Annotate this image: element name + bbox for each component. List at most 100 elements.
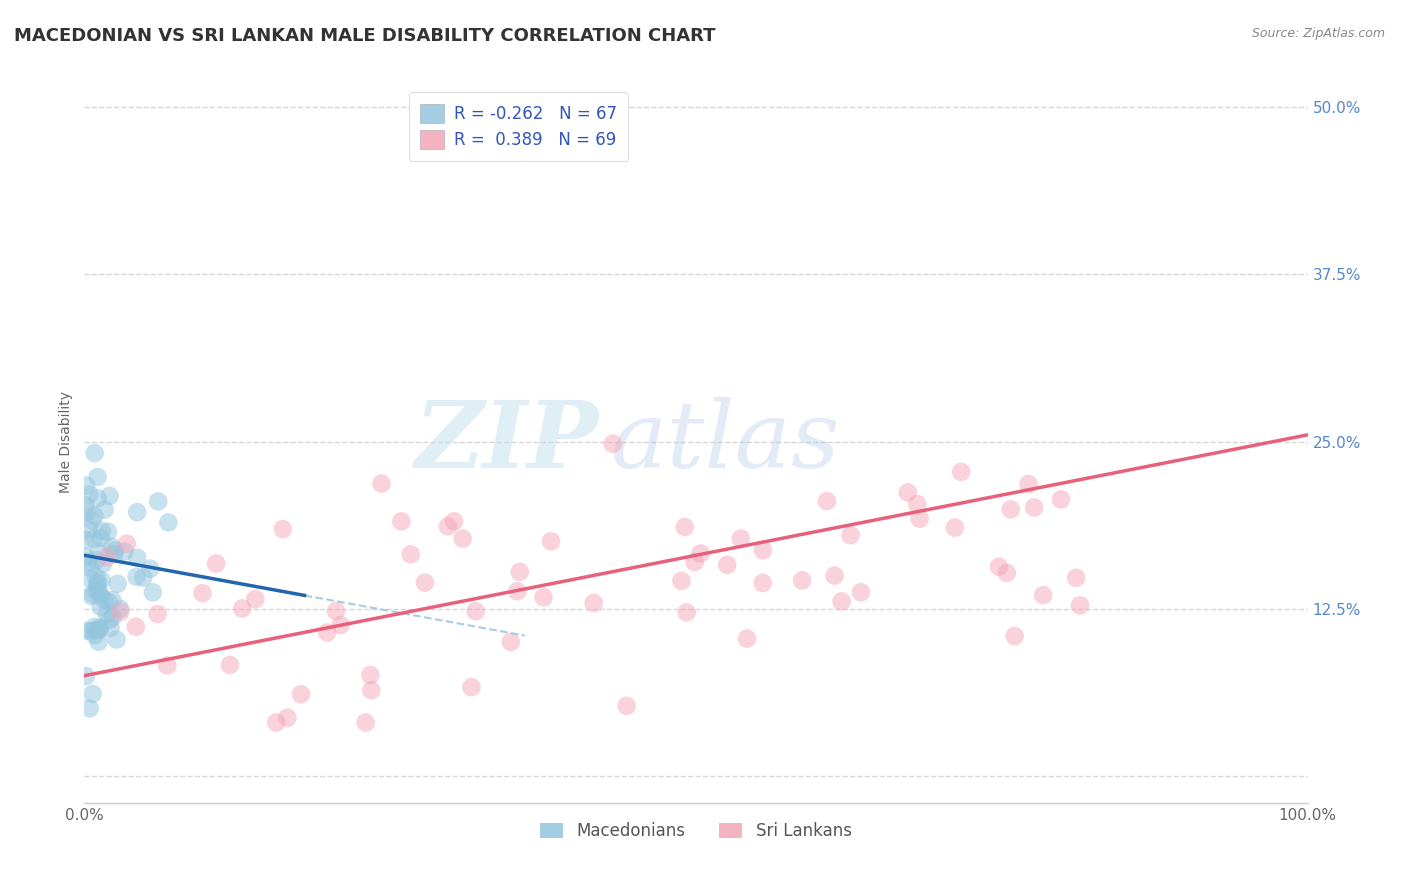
Point <box>509 565 531 579</box>
Point <box>905 497 928 511</box>
Point <box>127 505 149 519</box>
Point <box>752 576 775 591</box>
Point <box>831 594 853 608</box>
Point <box>93 502 115 516</box>
Point <box>104 543 127 558</box>
Point <box>673 520 696 534</box>
Point <box>83 508 105 523</box>
Point <box>443 514 465 528</box>
Point <box>360 683 382 698</box>
Point <box>107 576 129 591</box>
Text: ZIP: ZIP <box>413 397 598 486</box>
Text: Source: ZipAtlas.com: Source: ZipAtlas.com <box>1251 27 1385 40</box>
Point <box>1024 500 1046 515</box>
Point <box>1050 492 1073 507</box>
Point <box>950 465 973 479</box>
Point <box>75 549 97 564</box>
Point <box>90 574 112 588</box>
Point <box>995 566 1018 580</box>
Point <box>325 604 347 618</box>
Point <box>76 505 98 519</box>
Point <box>97 595 120 609</box>
Point <box>125 570 148 584</box>
Point <box>908 512 931 526</box>
Point <box>266 715 288 730</box>
Point <box>98 613 121 627</box>
Point <box>89 586 111 600</box>
Point <box>75 478 97 492</box>
Point <box>451 532 474 546</box>
Point <box>391 514 413 528</box>
Point <box>191 586 214 600</box>
Point <box>1004 629 1026 643</box>
Point <box>100 621 122 635</box>
Point <box>110 605 132 619</box>
Point <box>103 547 125 561</box>
Point <box>87 545 110 559</box>
Point <box>602 436 624 450</box>
Point <box>75 499 97 513</box>
Point <box>276 711 298 725</box>
Point <box>399 547 422 561</box>
Point <box>716 558 738 572</box>
Point <box>271 522 294 536</box>
Point <box>125 620 148 634</box>
Point <box>205 557 228 571</box>
Point <box>82 587 104 601</box>
Point <box>943 520 966 534</box>
Point <box>142 585 165 599</box>
Point <box>79 487 101 501</box>
Point <box>354 715 377 730</box>
Point <box>89 623 111 637</box>
Point <box>671 574 693 588</box>
Legend: Macedonians, Sri Lankans: Macedonians, Sri Lankans <box>531 814 860 848</box>
Point <box>108 602 131 616</box>
Point <box>80 624 103 639</box>
Point <box>582 596 605 610</box>
Point <box>79 572 101 586</box>
Point <box>75 669 97 683</box>
Text: MACEDONIAN VS SRI LANKAN MALE DISABILITY CORRELATION CHART: MACEDONIAN VS SRI LANKAN MALE DISABILITY… <box>14 27 716 45</box>
Point <box>540 534 562 549</box>
Point <box>132 571 155 585</box>
Point <box>76 555 98 569</box>
Point <box>139 562 162 576</box>
Point <box>89 621 111 635</box>
Point <box>689 546 711 560</box>
Point <box>675 606 697 620</box>
Point <box>91 557 114 571</box>
Point <box>105 632 128 647</box>
Point <box>824 568 846 582</box>
Point <box>86 584 108 599</box>
Point <box>616 698 638 713</box>
Point <box>84 628 107 642</box>
Point <box>849 585 872 599</box>
Point <box>82 687 104 701</box>
Point <box>752 543 775 558</box>
Point <box>499 635 522 649</box>
Point <box>86 491 108 506</box>
Point <box>86 553 108 567</box>
Point <box>1018 477 1040 491</box>
Point <box>101 610 124 624</box>
Point <box>87 575 110 590</box>
Point <box>245 592 267 607</box>
Point <box>1000 502 1022 516</box>
Point <box>75 624 97 638</box>
Point <box>84 570 107 584</box>
Point <box>413 575 436 590</box>
Point <box>96 607 118 621</box>
Point <box>897 485 920 500</box>
Point <box>79 560 101 574</box>
Point <box>1069 599 1091 613</box>
Point <box>115 537 138 551</box>
Point <box>112 544 135 558</box>
Point <box>90 599 112 614</box>
Point <box>815 494 838 508</box>
Point <box>157 516 180 530</box>
Point <box>75 533 97 547</box>
Point <box>86 578 108 592</box>
Point <box>100 540 122 554</box>
Point <box>96 549 118 564</box>
Point <box>533 591 555 605</box>
